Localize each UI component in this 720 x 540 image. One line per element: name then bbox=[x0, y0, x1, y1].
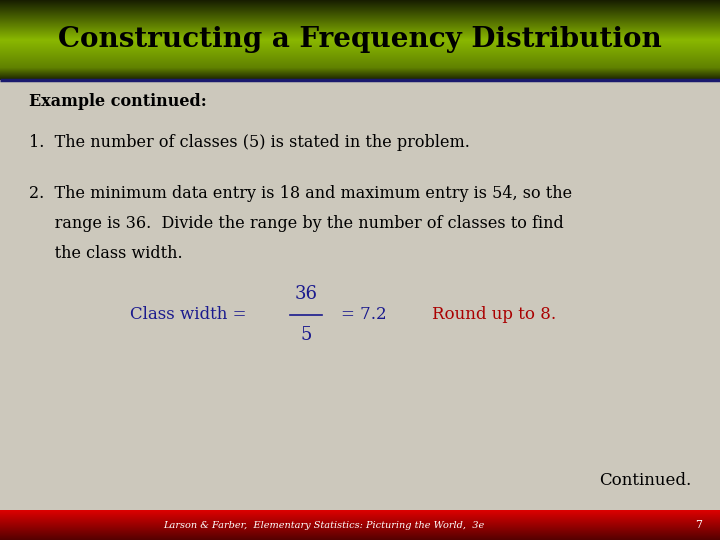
Text: Continued.: Continued. bbox=[599, 472, 691, 489]
Text: 5: 5 bbox=[300, 326, 312, 345]
Text: Round up to 8.: Round up to 8. bbox=[432, 306, 556, 323]
Text: 2.  The minimum data entry is 18 and maximum entry is 54, so the: 2. The minimum data entry is 18 and maxi… bbox=[29, 185, 572, 202]
Text: Larson & Farber,  Elementary Statistics: Picturing the World,  3e: Larson & Farber, Elementary Statistics: … bbox=[163, 521, 485, 530]
Text: Class width =: Class width = bbox=[130, 306, 251, 323]
Text: 1.  The number of classes (5) is stated in the problem.: 1. The number of classes (5) is stated i… bbox=[29, 134, 469, 151]
Text: the class width.: the class width. bbox=[29, 245, 182, 261]
Text: range is 36.  Divide the range by the number of classes to find: range is 36. Divide the range by the num… bbox=[29, 215, 564, 232]
Text: Example continued:: Example continued: bbox=[29, 93, 207, 110]
Text: Constructing a Frequency Distribution: Constructing a Frequency Distribution bbox=[58, 26, 662, 53]
Text: = 7.2: = 7.2 bbox=[341, 306, 386, 323]
Text: 36: 36 bbox=[294, 285, 318, 303]
Text: 7: 7 bbox=[695, 520, 702, 530]
